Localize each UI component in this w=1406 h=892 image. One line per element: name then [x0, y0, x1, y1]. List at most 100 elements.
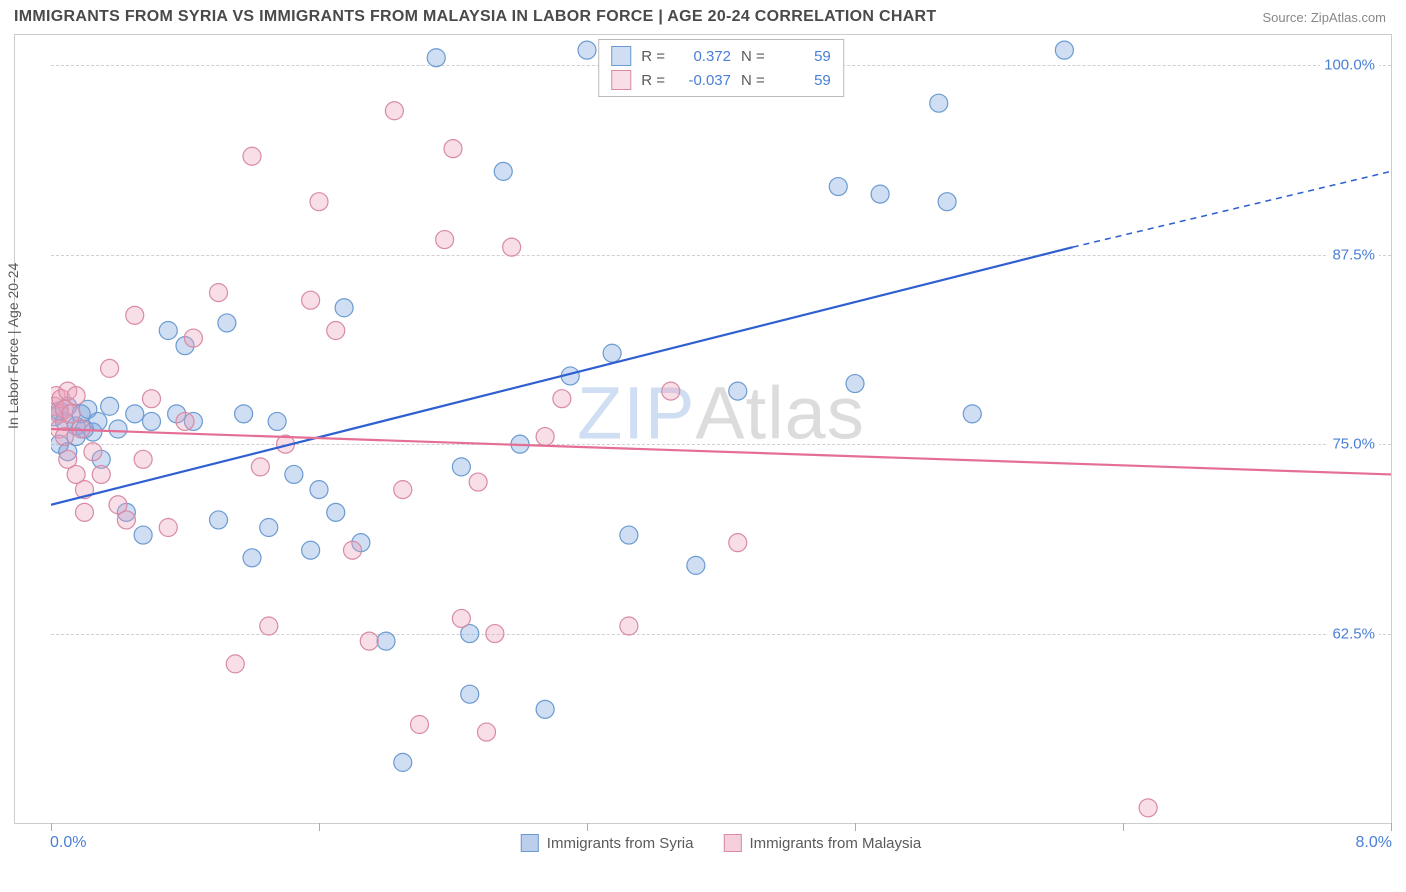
source-attribution: Source: ZipAtlas.com [1262, 10, 1386, 25]
data-point [92, 465, 110, 483]
chart-header: IMMIGRANTS FROM SYRIA VS IMMIGRANTS FROM… [0, 0, 1406, 34]
data-point [176, 412, 194, 430]
n-value-malaysia: 59 [775, 72, 831, 89]
data-point [327, 322, 345, 340]
data-point [729, 534, 747, 552]
data-point [101, 359, 119, 377]
data-point [143, 412, 161, 430]
legend-swatch-malaysia [724, 834, 742, 852]
data-point [134, 526, 152, 544]
data-point [260, 617, 278, 635]
data-point [452, 458, 470, 476]
r-label: R = [641, 72, 665, 89]
data-point [578, 41, 596, 59]
stat-swatch-malaysia [611, 70, 631, 90]
x-tick [1391, 823, 1392, 831]
data-point [469, 473, 487, 491]
x-axis-labels: 0.0% Immigrants from Syria Immigrants fr… [50, 834, 1392, 858]
data-point [143, 390, 161, 408]
data-point [302, 291, 320, 309]
data-point [243, 549, 261, 567]
x-tick [855, 823, 856, 831]
data-point [159, 322, 177, 340]
x-tick [1123, 823, 1124, 831]
x-tick [319, 823, 320, 831]
data-point [184, 329, 202, 347]
data-point [486, 625, 504, 643]
data-point [553, 390, 571, 408]
regression-line-extrapolated [1073, 171, 1391, 247]
data-point [846, 375, 864, 393]
n-value-syria: 59 [775, 48, 831, 65]
data-point [729, 382, 747, 400]
data-point [260, 519, 278, 537]
data-point [536, 428, 554, 446]
data-point [620, 617, 638, 635]
data-point [394, 481, 412, 499]
data-point [360, 632, 378, 650]
data-point [117, 511, 135, 529]
legend-label-malaysia: Immigrants from Malaysia [750, 835, 922, 852]
data-point [285, 465, 303, 483]
data-point [344, 541, 362, 559]
data-point [427, 49, 445, 67]
y-axis-title: In Labor Force | Age 20-24 [5, 263, 21, 429]
data-point [159, 519, 177, 537]
data-point [1139, 799, 1157, 817]
data-point [243, 147, 261, 165]
data-point [84, 443, 102, 461]
r-value-malaysia: -0.037 [675, 72, 731, 89]
data-point [302, 541, 320, 559]
data-point [251, 458, 269, 476]
x-tick [51, 823, 52, 831]
plot-svg [51, 35, 1391, 823]
data-point [938, 193, 956, 211]
data-point [478, 723, 496, 741]
data-point [310, 481, 328, 499]
data-point [235, 405, 253, 423]
r-value-syria: 0.372 [675, 48, 731, 65]
data-point [76, 503, 94, 521]
n-label: N = [741, 72, 765, 89]
data-point [335, 299, 353, 317]
data-point [436, 231, 454, 249]
data-point [126, 405, 144, 423]
data-point [536, 700, 554, 718]
series-legend: Immigrants from Syria Immigrants from Ma… [521, 834, 921, 852]
data-point [662, 382, 680, 400]
r-label: R = [641, 48, 665, 65]
data-point [871, 185, 889, 203]
chart-title: IMMIGRANTS FROM SYRIA VS IMMIGRANTS FROM… [14, 8, 936, 26]
data-point [829, 178, 847, 196]
data-point [930, 94, 948, 112]
stat-swatch-syria [611, 46, 631, 66]
data-point [620, 526, 638, 544]
chart-area: In Labor Force | Age 20-24 ZIPAtlas R = … [14, 34, 1392, 824]
x-tick [587, 823, 588, 831]
data-point [461, 685, 479, 703]
data-point [394, 753, 412, 771]
data-point [126, 306, 144, 324]
data-point [109, 420, 127, 438]
data-point [377, 632, 395, 650]
data-point [210, 284, 228, 302]
x-label-max: 8.0% [1356, 834, 1392, 852]
data-point [89, 412, 107, 430]
data-point [134, 450, 152, 468]
regression-line [51, 247, 1073, 505]
data-point [226, 655, 244, 673]
data-point [268, 412, 286, 430]
stat-row-syria: R = 0.372 N = 59 [611, 44, 831, 68]
x-label-min: 0.0% [50, 834, 86, 852]
legend-label-syria: Immigrants from Syria [547, 835, 694, 852]
data-point [411, 716, 429, 734]
data-point [327, 503, 345, 521]
data-point [494, 162, 512, 180]
plot-region: ZIPAtlas R = 0.372 N = 59 R = -0.037 N =… [51, 35, 1391, 823]
data-point [1055, 41, 1073, 59]
data-point [452, 609, 470, 627]
legend-item-malaysia: Immigrants from Malaysia [724, 834, 922, 852]
data-point [603, 344, 621, 362]
data-point [385, 102, 403, 120]
data-point [310, 193, 328, 211]
